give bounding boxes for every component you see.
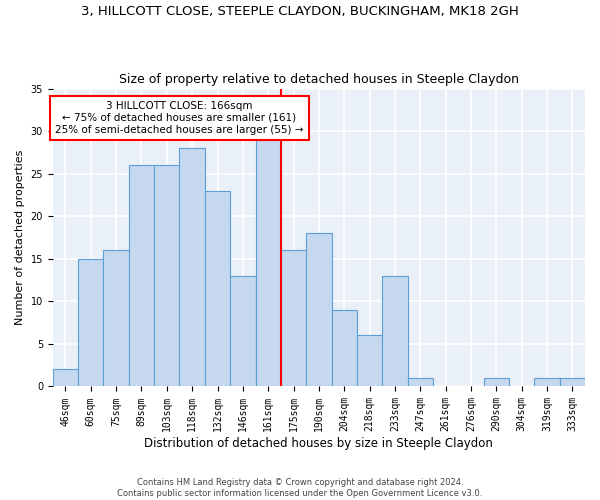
Bar xyxy=(281,250,306,386)
Bar xyxy=(332,310,357,386)
Bar xyxy=(179,148,205,386)
Bar xyxy=(382,276,407,386)
Title: Size of property relative to detached houses in Steeple Claydon: Size of property relative to detached ho… xyxy=(119,73,519,86)
Bar xyxy=(230,276,256,386)
Bar xyxy=(560,378,585,386)
Bar xyxy=(256,140,281,386)
Y-axis label: Number of detached properties: Number of detached properties xyxy=(15,150,25,325)
Bar xyxy=(535,378,560,386)
Bar xyxy=(103,250,129,386)
Bar xyxy=(357,336,382,386)
Bar xyxy=(484,378,509,386)
X-axis label: Distribution of detached houses by size in Steeple Claydon: Distribution of detached houses by size … xyxy=(145,437,493,450)
Bar xyxy=(407,378,433,386)
Bar xyxy=(205,190,230,386)
Text: Contains HM Land Registry data © Crown copyright and database right 2024.
Contai: Contains HM Land Registry data © Crown c… xyxy=(118,478,482,498)
Bar xyxy=(78,259,103,386)
Bar xyxy=(53,370,78,386)
Bar xyxy=(129,165,154,386)
Text: 3, HILLCOTT CLOSE, STEEPLE CLAYDON, BUCKINGHAM, MK18 2GH: 3, HILLCOTT CLOSE, STEEPLE CLAYDON, BUCK… xyxy=(81,5,519,18)
Text: 3 HILLCOTT CLOSE: 166sqm
← 75% of detached houses are smaller (161)
25% of semi-: 3 HILLCOTT CLOSE: 166sqm ← 75% of detach… xyxy=(55,102,304,134)
Bar xyxy=(154,165,179,386)
Bar xyxy=(306,234,332,386)
